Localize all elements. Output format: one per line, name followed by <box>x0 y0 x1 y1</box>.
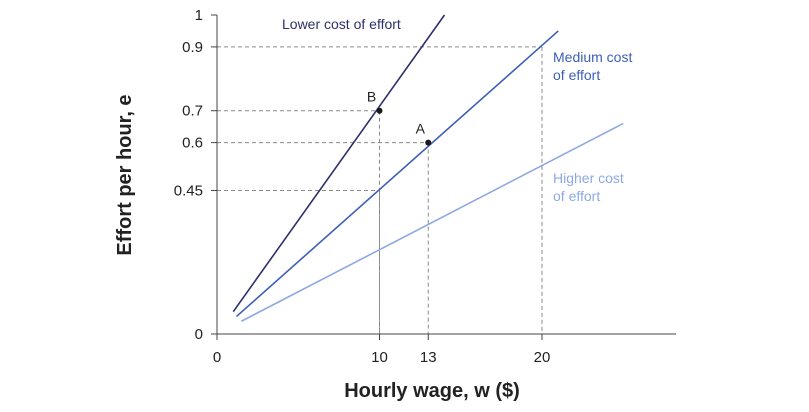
y-tick-label: 0.6 <box>182 135 203 152</box>
series-label-2: Higher cost <box>553 170 624 186</box>
series-labels: Lower cost of effort Medium cost of effort… <box>282 16 632 204</box>
y-tick-label: 0.7 <box>182 103 203 120</box>
series-label-1: Medium cost <box>553 49 632 65</box>
x-axis-title: Hourly wage, w ($) <box>344 380 520 402</box>
x-tick-label: 13 <box>420 349 437 366</box>
point-label-A: A <box>416 121 426 137</box>
axes <box>211 14 676 340</box>
x-tick-label: 20 <box>534 349 551 366</box>
x-tick-label: 0 <box>213 349 221 366</box>
point-A <box>425 139 432 146</box>
series-line-1 <box>235 30 559 318</box>
guide-lines <box>217 46 543 334</box>
x-tick-label: 10 <box>371 349 388 366</box>
series-line-0 <box>232 14 446 313</box>
y-tick-label: 0.9 <box>182 39 203 56</box>
labeled-points: BA <box>367 89 432 146</box>
y-tick-label: 1 <box>195 7 203 24</box>
series-line-2 <box>241 122 624 322</box>
series-lines <box>232 14 624 322</box>
y-tick-label: 0.45 <box>174 182 203 199</box>
y-tick-label: 0 <box>195 326 203 343</box>
y-axis-title: Effort per hour, e <box>114 94 136 255</box>
series-label-0: Lower cost of effort <box>282 16 401 32</box>
point-B <box>376 107 383 114</box>
series-label-1: of effort <box>553 67 600 83</box>
tick-labels: 00.450.60.70.910 10 13 20 <box>174 7 551 366</box>
point-label-B: B <box>367 89 376 105</box>
series-label-2: of effort <box>553 188 600 204</box>
